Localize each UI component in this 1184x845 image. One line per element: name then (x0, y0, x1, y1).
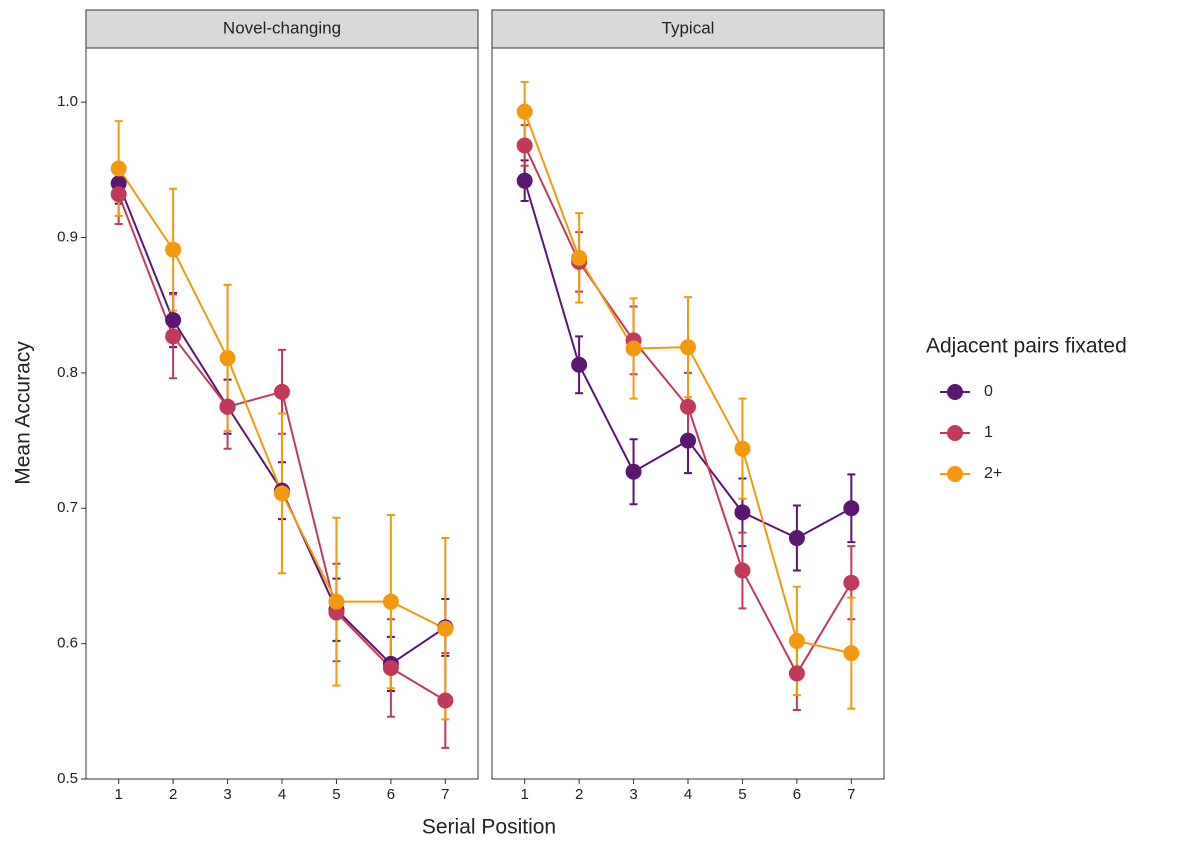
y-axis-label: Mean Accuracy (12, 341, 35, 485)
point (625, 463, 642, 480)
point (843, 645, 860, 662)
point (219, 398, 236, 415)
point (843, 500, 860, 517)
point (382, 593, 399, 610)
legend-label: 1 (984, 424, 993, 441)
x-tick-label: 5 (738, 786, 746, 803)
point (571, 249, 588, 266)
point (680, 398, 696, 415)
strip (491, 9, 885, 49)
x-tick-label: 7 (441, 786, 449, 803)
y-tick-label: 0.7 (57, 499, 78, 516)
x-tick-label: 1 (520, 786, 528, 803)
point (110, 160, 127, 177)
x-tick-label: 7 (847, 786, 855, 803)
point (734, 504, 751, 521)
point (382, 659, 399, 676)
legend-label: 2+ (984, 465, 1002, 482)
point (274, 485, 290, 502)
point (437, 692, 454, 709)
point (274, 383, 290, 400)
point (328, 593, 345, 610)
y-tick-label: 1.0 (57, 93, 78, 110)
x-tick-label: 6 (387, 786, 395, 803)
legend-marker (947, 425, 963, 441)
point (110, 186, 127, 203)
point (165, 241, 182, 258)
point (843, 574, 860, 591)
point (516, 137, 533, 154)
x-axis-label: Serial Position (422, 816, 556, 839)
x-tick-label: 4 (278, 786, 286, 803)
legend-label: 0 (984, 383, 993, 400)
y-tick-label: 0.6 (57, 635, 78, 652)
strip (85, 9, 479, 49)
point (571, 356, 588, 373)
y-tick-label: 0.8 (57, 364, 78, 381)
point (788, 665, 805, 682)
x-tick-label: 2 (169, 786, 177, 803)
point (680, 432, 696, 449)
point (788, 632, 805, 649)
point (680, 339, 696, 356)
panel-title: Novel-changing (223, 18, 341, 37)
point (219, 349, 236, 366)
point (516, 172, 533, 189)
point (734, 440, 751, 457)
legend-marker (947, 384, 963, 400)
point (165, 328, 182, 345)
y-tick-label: 0.5 (57, 770, 78, 787)
x-tick-label: 2 (575, 786, 583, 803)
x-tick-label: 3 (629, 786, 637, 803)
x-tick-label: 4 (684, 786, 692, 803)
legend-title: Adjacent pairs fixated (926, 335, 1127, 358)
point (516, 103, 533, 120)
x-tick-label: 5 (332, 786, 340, 803)
point (165, 312, 182, 329)
point (788, 530, 805, 547)
x-tick-label: 6 (793, 786, 801, 803)
legend-marker (947, 466, 963, 482)
point (734, 562, 751, 579)
x-tick-label: 3 (223, 786, 231, 803)
x-tick-label: 1 (114, 786, 122, 803)
point (625, 340, 642, 357)
y-tick-label: 0.9 (57, 228, 78, 245)
panel-title: Typical (662, 18, 715, 37)
point (437, 620, 454, 637)
